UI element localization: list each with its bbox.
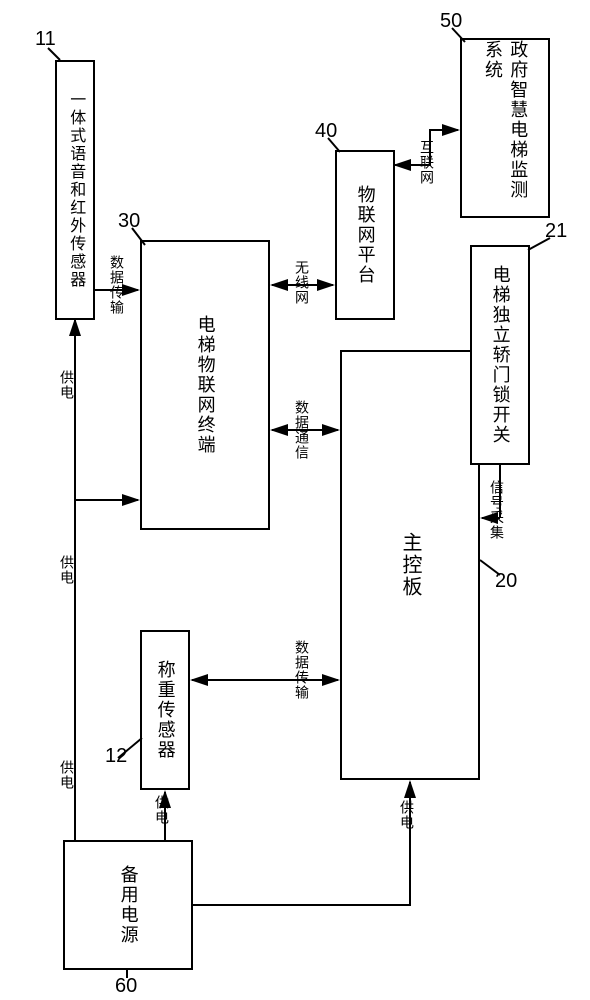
num-21: 21 [545,220,567,243]
num-50: 50 [440,10,462,33]
backup-power-label: 备用电源 [115,865,140,945]
weigh-sensor-label: 称重传感器 [152,660,177,760]
iot-terminal-box: 电梯物联网终端 [140,240,270,530]
num-30: 30 [118,210,140,233]
num-60: 60 [115,975,137,998]
label-power-left2: 供电 [55,555,75,585]
doorlock-label: 电梯独立轿门锁开关 [487,265,512,445]
mainboard-box: 主控板 [340,350,480,780]
iot-platform-box: 物联网平台 [335,150,395,320]
iot-terminal-label: 电梯物联网终端 [192,315,217,455]
label-power-left3: 供电 [55,760,75,790]
gov-system-label: 政府智慧电梯监测系统 [480,40,530,216]
num-20: 20 [495,570,517,593]
label-power-weigh: 供电 [150,795,170,825]
weigh-sensor-box: 称重传感器 [140,630,190,790]
num-11: 11 [35,28,56,51]
num-12: 12 [105,745,127,768]
label-power-main: 供电 [395,800,415,830]
gov-system-box: 政府智慧电梯监测系统 [460,38,550,218]
voice-ir-sensor-box: 一体式语音和红外传感器 [55,60,95,320]
label-power-left1: 供电 [55,370,75,400]
label-datatrans-1: 数据传输 [105,255,125,315]
label-internet: 互联网 [415,140,435,185]
mainboard-label: 主控板 [396,532,424,598]
backup-power-box: 备用电源 [63,840,193,970]
voice-ir-sensor-label: 一体式语音和红外传感器 [64,91,86,289]
label-wireless: 无线网 [290,260,310,305]
label-datatrans-2: 数据传输 [290,640,310,700]
iot-platform-label: 物联网平台 [352,185,377,285]
label-sigcollect: 信号采集 [485,480,505,540]
doorlock-box: 电梯独立轿门锁开关 [470,245,530,465]
label-datacomm: 数据通信 [290,400,310,460]
num-40: 40 [315,120,337,143]
